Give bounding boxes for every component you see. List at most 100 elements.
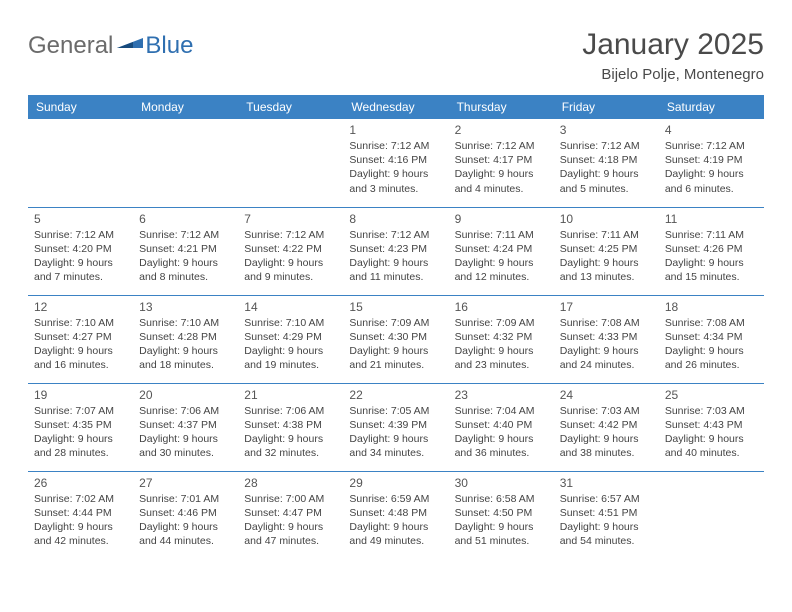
weekday-header: Friday — [554, 95, 659, 119]
day-number: 29 — [349, 476, 442, 490]
day-details: Sunrise: 7:11 AMSunset: 4:25 PMDaylight:… — [560, 228, 653, 285]
daylight-line-2: and 44 minutes. — [139, 534, 232, 548]
sunrise-line: Sunrise: 7:12 AM — [34, 228, 127, 242]
day-number: 18 — [665, 300, 758, 314]
calendar-cell — [238, 119, 343, 207]
daylight-line-2: and 32 minutes. — [244, 446, 337, 460]
calendar-row: 19Sunrise: 7:07 AMSunset: 4:35 PMDayligh… — [28, 383, 764, 471]
brand-part1: General — [28, 32, 113, 60]
day-number: 17 — [560, 300, 653, 314]
calendar-row: 1Sunrise: 7:12 AMSunset: 4:16 PMDaylight… — [28, 119, 764, 207]
sunset-line: Sunset: 4:30 PM — [349, 330, 442, 344]
sunset-line: Sunset: 4:28 PM — [139, 330, 232, 344]
daylight-line-2: and 5 minutes. — [560, 182, 653, 196]
sunset-line: Sunset: 4:33 PM — [560, 330, 653, 344]
daylight-line-1: Daylight: 9 hours — [560, 520, 653, 534]
calendar-row: 26Sunrise: 7:02 AMSunset: 4:44 PMDayligh… — [28, 471, 764, 559]
sunrise-line: Sunrise: 7:04 AM — [455, 404, 548, 418]
sunset-line: Sunset: 4:27 PM — [34, 330, 127, 344]
day-details: Sunrise: 7:01 AMSunset: 4:46 PMDaylight:… — [139, 492, 232, 549]
calendar-cell: 31Sunrise: 6:57 AMSunset: 4:51 PMDayligh… — [554, 471, 659, 559]
daylight-line-2: and 19 minutes. — [244, 358, 337, 372]
day-number: 14 — [244, 300, 337, 314]
daylight-line-2: and 24 minutes. — [560, 358, 653, 372]
daylight-line-2: and 7 minutes. — [34, 270, 127, 284]
day-number: 5 — [34, 212, 127, 226]
weekday-header: Wednesday — [343, 95, 448, 119]
weekday-header: Monday — [133, 95, 238, 119]
daylight-line-2: and 11 minutes. — [349, 270, 442, 284]
daylight-line-2: and 9 minutes. — [244, 270, 337, 284]
sunset-line: Sunset: 4:50 PM — [455, 506, 548, 520]
sunrise-line: Sunrise: 7:09 AM — [349, 316, 442, 330]
sunset-line: Sunset: 4:35 PM — [34, 418, 127, 432]
daylight-line-1: Daylight: 9 hours — [139, 256, 232, 270]
daylight-line-1: Daylight: 9 hours — [349, 256, 442, 270]
calendar-cell: 8Sunrise: 7:12 AMSunset: 4:23 PMDaylight… — [343, 207, 448, 295]
day-number: 12 — [34, 300, 127, 314]
calendar-cell — [28, 119, 133, 207]
daylight-line-2: and 28 minutes. — [34, 446, 127, 460]
day-number: 21 — [244, 388, 337, 402]
daylight-line-1: Daylight: 9 hours — [349, 432, 442, 446]
day-number: 6 — [139, 212, 232, 226]
sunset-line: Sunset: 4:16 PM — [349, 153, 442, 167]
daylight-line-2: and 42 minutes. — [34, 534, 127, 548]
day-number: 7 — [244, 212, 337, 226]
day-details: Sunrise: 7:12 AMSunset: 4:21 PMDaylight:… — [139, 228, 232, 285]
location: Bijelo Polje, Montenegro — [582, 66, 764, 83]
daylight-line-2: and 38 minutes. — [560, 446, 653, 460]
day-number: 24 — [560, 388, 653, 402]
daylight-line-2: and 4 minutes. — [455, 182, 548, 196]
sunset-line: Sunset: 4:40 PM — [455, 418, 548, 432]
daylight-line-1: Daylight: 9 hours — [139, 520, 232, 534]
brand-part2: Blue — [145, 32, 193, 59]
calendar-cell: 28Sunrise: 7:00 AMSunset: 4:47 PMDayligh… — [238, 471, 343, 559]
daylight-line-1: Daylight: 9 hours — [349, 520, 442, 534]
calendar-cell: 6 Sunrise: 7:12 AMSunset: 4:21 PMDaylight… — [133, 207, 238, 295]
day-details: Sunrise: 7:12 AMSunset: 4:16 PMDaylight:… — [349, 139, 442, 196]
day-details: Sunrise: 7:12 AMSunset: 4:18 PMDaylight:… — [560, 139, 653, 196]
sunrise-line: Sunrise: 7:10 AM — [139, 316, 232, 330]
sunset-line: Sunset: 4:26 PM — [665, 242, 758, 256]
sunrise-line: Sunrise: 7:12 AM — [560, 139, 653, 153]
day-details: Sunrise: 7:09 AMSunset: 4:32 PMDaylight:… — [455, 316, 548, 373]
sunset-line: Sunset: 4:44 PM — [34, 506, 127, 520]
day-number: 28 — [244, 476, 337, 490]
day-number: 10 — [560, 212, 653, 226]
calendar-cell: 23Sunrise: 7:04 AMSunset: 4:40 PMDayligh… — [449, 383, 554, 471]
daylight-line-1: Daylight: 9 hours — [349, 344, 442, 358]
brand-logo: General Blue — [28, 32, 193, 60]
day-details: Sunrise: 6:59 AMSunset: 4:48 PMDaylight:… — [349, 492, 442, 549]
weekday-header: Tuesday — [238, 95, 343, 119]
sunset-line: Sunset: 4:34 PM — [665, 330, 758, 344]
day-number: 4 — [665, 123, 758, 137]
calendar-cell: 22Sunrise: 7:05 AMSunset: 4:39 PMDayligh… — [343, 383, 448, 471]
day-number: 22 — [349, 388, 442, 402]
weekday-header: Saturday — [659, 95, 764, 119]
day-number: 26 — [34, 476, 127, 490]
daylight-line-2: and 8 minutes. — [139, 270, 232, 284]
day-details: Sunrise: 7:10 AMSunset: 4:29 PMDaylight:… — [244, 316, 337, 373]
sunrise-line: Sunrise: 7:12 AM — [139, 228, 232, 242]
sunrise-line: Sunrise: 7:03 AM — [560, 404, 653, 418]
daylight-line-1: Daylight: 9 hours — [665, 344, 758, 358]
calendar-row: 5Sunrise: 7:12 AMSunset: 4:20 PMDaylight… — [28, 207, 764, 295]
day-details: Sunrise: 7:06 AMSunset: 4:37 PMDaylight:… — [139, 404, 232, 461]
sunset-line: Sunset: 4:43 PM — [665, 418, 758, 432]
day-number: 15 — [349, 300, 442, 314]
sunrise-line: Sunrise: 7:12 AM — [349, 228, 442, 242]
sunset-line: Sunset: 4:23 PM — [349, 242, 442, 256]
day-number: 2 — [455, 123, 548, 137]
sunset-line: Sunset: 4:46 PM — [139, 506, 232, 520]
daylight-line-1: Daylight: 9 hours — [455, 167, 548, 181]
weekday-header: Thursday — [449, 95, 554, 119]
daylight-line-2: and 40 minutes. — [665, 446, 758, 460]
daylight-line-1: Daylight: 9 hours — [34, 432, 127, 446]
calendar-row: 12 Sunrise: 7:10 AM Sunset: 4:27 PM Dayligh… — [28, 295, 764, 383]
daylight-line-1: Daylight: 9 hours — [139, 344, 232, 358]
sunrise-line: Sunrise: 7:09 AM — [455, 316, 548, 330]
title-block: January 2025 Bijelo Polje, Montenegro — [582, 28, 764, 83]
daylight-line-1: Daylight: 9 hours — [34, 520, 127, 534]
day-details: Sunrise: 7:03 AMSunset: 4:42 PMDaylight:… — [560, 404, 653, 461]
